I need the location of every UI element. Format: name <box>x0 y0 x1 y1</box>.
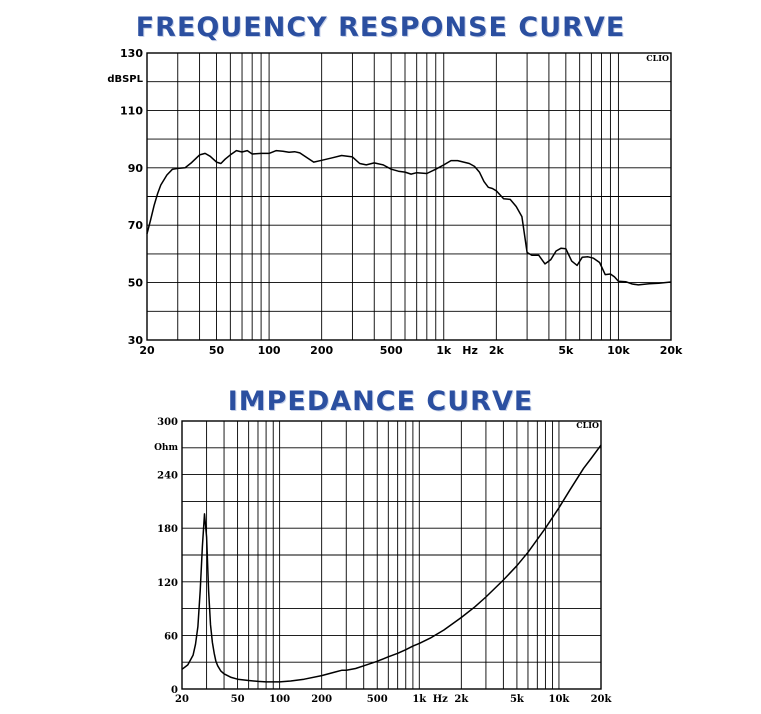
frequency-x-tick-label: 100 <box>258 344 281 357</box>
impedance-x-tick-label: 1k <box>412 694 427 705</box>
impedance-x-tick-label: 50 <box>231 694 245 705</box>
impedance-curve <box>181 444 602 683</box>
frequency-y-tick-label: 130 <box>120 47 143 60</box>
impedance-x-tick-label: 20 <box>175 694 189 705</box>
frequency-y-tick-label: 30 <box>128 334 144 347</box>
frequency-x-unit-label: Hz <box>462 344 478 357</box>
frequency-x-tick-label: 500 <box>380 344 403 357</box>
frequency-x-tick-label: 2k <box>489 344 505 357</box>
impedance-y-tick-label: 300 <box>157 417 178 428</box>
frequency-clio-watermark: CLIO <box>646 53 669 63</box>
frequency-plot-frame <box>146 52 672 341</box>
impedance-y-tick-label: 120 <box>157 578 178 589</box>
impedance-x-tick-label: 20k <box>591 694 613 705</box>
frequency-y-tick-label: 50 <box>128 277 144 290</box>
frequency-x-tick-label: 5k <box>558 344 574 357</box>
frequency-x-tick-label: 20k <box>660 344 683 357</box>
frequency-y-tick-label: 110 <box>120 104 143 117</box>
frequency-response-title: FREQUENCY RESPONSE CURVE <box>135 12 626 43</box>
impedance-y-tick-label: 60 <box>164 631 178 642</box>
impedance-chart: 0 60 120 180 240 300 20 50 100 200 500 1k Hz 2k 5k 10k 2… <box>154 417 612 705</box>
impedance-x-tick-label: 5k <box>510 694 525 705</box>
frequency-x-tick-label: 20 <box>139 344 155 357</box>
impedance-x-tick-label: 100 <box>269 694 290 705</box>
impedance-title: IMPEDANCE CURVE <box>227 386 534 417</box>
frequency-curve <box>146 149 672 286</box>
frequency-y-tick-label: 70 <box>128 219 144 232</box>
impedance-x-tick-label: 2k <box>454 694 469 705</box>
frequency-chart: 30 50 70 90 110 130 20 50 100 200 500 1k Hz 2k 5k 10k 20… <box>107 47 683 357</box>
impedance-x-unit-label: Hz <box>433 694 448 705</box>
impedance-plot-frame <box>181 420 602 690</box>
impedance-x-tick-label: 200 <box>311 694 332 705</box>
frequency-x-tick-label: 10k <box>607 344 630 357</box>
frequency-y-tick-label: 90 <box>128 162 144 175</box>
impedance-y-tick-label: 240 <box>157 471 178 482</box>
impedance-x-tick-label: 500 <box>367 694 388 705</box>
impedance-clio-watermark: CLIO <box>576 420 599 430</box>
frequency-x-tick-label: 1k <box>436 344 452 357</box>
frequency-x-tick-label: 50 <box>209 344 225 357</box>
impedance-y-axis-label: Ohm <box>154 443 178 453</box>
impedance-y-tick-label: 0 <box>171 685 178 696</box>
impedance-y-tick-label: 180 <box>157 524 178 535</box>
frequency-x-tick-label: 200 <box>310 344 333 357</box>
frequency-y-axis-label: dBSPL <box>107 74 143 85</box>
impedance-x-tick-label: 10k <box>549 694 571 705</box>
